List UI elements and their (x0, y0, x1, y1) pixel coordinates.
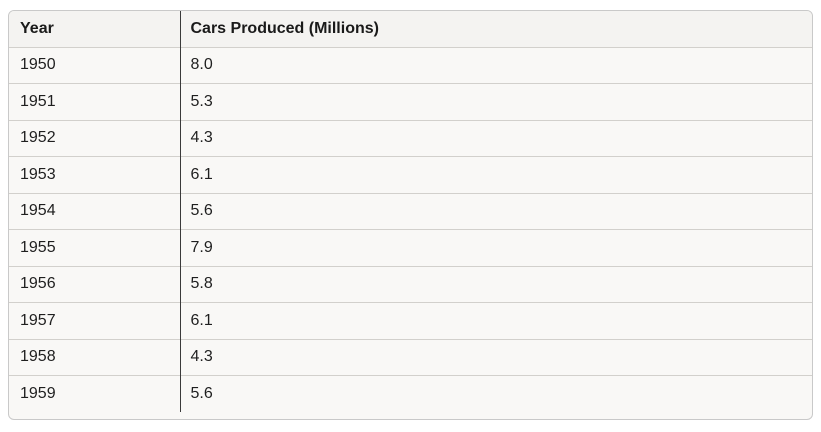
table-row: 1955 7.9 (9, 229, 812, 266)
table-row: 1954 5.6 (9, 193, 812, 230)
cars-produced-cell: 6.1 (190, 165, 213, 183)
year-cell: 1954 (9, 193, 181, 230)
table-row: 1958 4.3 (9, 339, 812, 376)
cars-produced-cell: 5.8 (190, 275, 213, 293)
year-cell: 1959 (9, 375, 181, 412)
cars-produced-cell: 8.0 (190, 56, 213, 74)
column-header-year: Year (9, 11, 181, 47)
year-cell: 1950 (9, 47, 181, 84)
cars-produced-cell: 4.3 (190, 348, 213, 366)
year-cell: 1957 (9, 302, 181, 339)
year-cell: 1953 (9, 156, 181, 193)
table-row: 1957 6.1 (9, 302, 812, 339)
data-table-card: Year Cars Produced (Millions) 1950 8.0 1… (8, 10, 813, 420)
year-cell: 1955 (9, 229, 181, 266)
table-row: 1953 6.1 (9, 156, 812, 193)
year-cell: 1956 (9, 266, 181, 303)
cars-produced-cell: 7.9 (190, 238, 213, 256)
year-cell: 1958 (9, 339, 181, 376)
cars-produced-cell: 5.6 (190, 202, 213, 220)
cars-produced-cell: 4.3 (190, 129, 213, 147)
year-cell: 1952 (9, 120, 181, 157)
table-row: 1956 5.8 (9, 266, 812, 303)
year-cell: 1951 (9, 83, 181, 120)
cars-produced-cell: 6.1 (190, 311, 213, 329)
table-row: 1950 8.0 (9, 47, 812, 84)
table-header-row: Year Cars Produced (Millions) (9, 11, 812, 47)
cars-produced-table: Year Cars Produced (Millions) 1950 8.0 1… (9, 11, 812, 412)
table-row: 1951 5.3 (9, 83, 812, 120)
table-row: 1952 4.3 (9, 120, 812, 157)
column-header-cars-produced: Cars Produced (Millions) (180, 11, 812, 47)
cars-produced-cell: 5.6 (190, 385, 213, 402)
cars-produced-cell: 5.3 (190, 92, 213, 110)
table-row: 1959 5.6 (9, 375, 812, 412)
